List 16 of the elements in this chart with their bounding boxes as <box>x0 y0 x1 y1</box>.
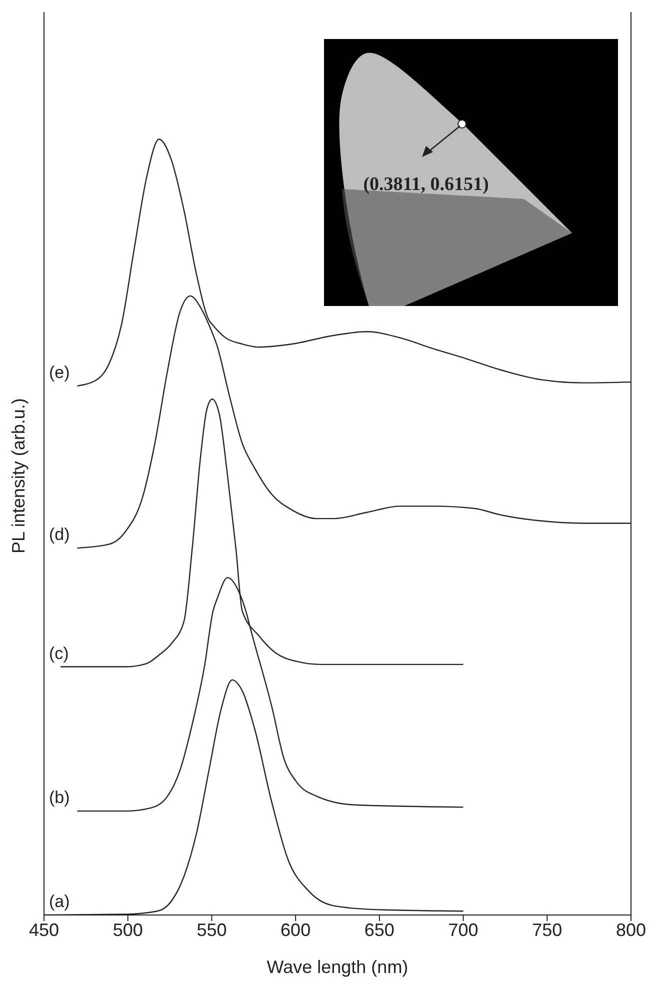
x-axis-title: Wave length (nm) <box>266 957 408 977</box>
series-label: (a) <box>49 892 70 911</box>
series-label: (b) <box>49 788 70 808</box>
x-tick-label: 600 <box>280 920 311 940</box>
x-tick-label: 750 <box>532 920 562 940</box>
series-label: (c) <box>49 644 69 663</box>
annotation: (0.3811, 0.6151) <box>363 174 489 195</box>
y-axis-title: PL intensity (arb.u.) <box>8 398 28 554</box>
x-tick-label: 700 <box>448 920 478 940</box>
series-label: (e) <box>49 362 70 382</box>
x-tick-label: 450 <box>28 920 60 940</box>
x-tick-label: 800 <box>616 920 646 940</box>
x-tick-label: 550 <box>196 920 227 940</box>
x-tick-label: 650 <box>364 920 394 940</box>
x-tick-label: 500 <box>112 920 143 940</box>
series-label: (d) <box>49 525 70 544</box>
